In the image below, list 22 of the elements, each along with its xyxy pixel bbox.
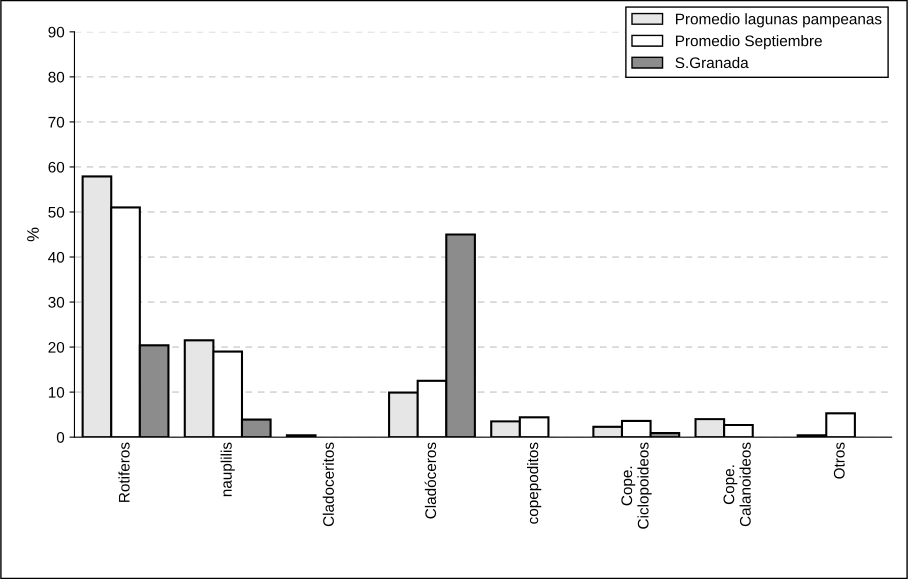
y-tick-label: 30 (48, 296, 64, 308)
y-tick-label: 50 (48, 206, 64, 218)
x-tick-label: nauplilis (220, 442, 235, 496)
y-tick-label: 70 (48, 116, 64, 128)
y-tick-label: 20 (48, 342, 64, 353)
y-tick-label: 80 (48, 72, 64, 83)
x-tick-label: Cope. Ciclopoideos (621, 442, 652, 529)
y-tick-label: 10 (48, 386, 64, 398)
y-tick-label: 0 (56, 432, 64, 443)
x-tick-label: Cladóceros (424, 442, 436, 518)
x-tick-label: Otros (834, 442, 845, 479)
y-tick-label: 90 (48, 26, 64, 38)
x-tick-label: Cope. Calanoideos (723, 442, 751, 526)
x-tick-label: Rotiferos (118, 442, 130, 502)
x-tick-label: copepoditos (527, 442, 542, 524)
y-tick-label: 60 (48, 162, 64, 173)
legend-label: S.Granada (675, 56, 749, 68)
y-tick-label: 40 (48, 252, 64, 263)
x-tick-label: Cladoceritos (322, 442, 334, 526)
legend-label: Promedio lagunas pampeanas (676, 13, 882, 28)
legend-label: Promedio Septiembre (676, 35, 822, 50)
y-axis-title: % (27, 228, 39, 242)
